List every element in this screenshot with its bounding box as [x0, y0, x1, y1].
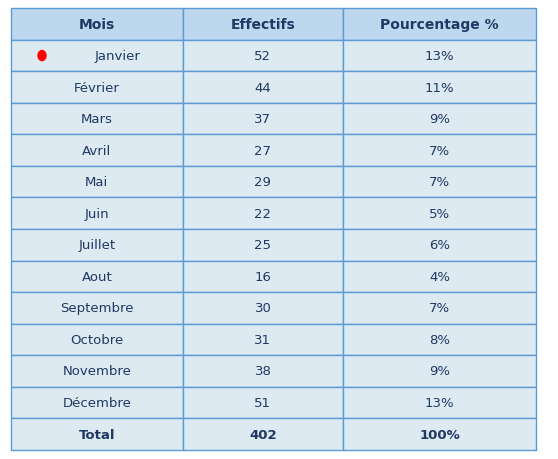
Bar	[11, 9, 182, 41]
Text: 25: 25	[254, 239, 271, 252]
Bar	[343, 72, 536, 104]
Bar	[11, 324, 182, 355]
Text: 100%: 100%	[419, 428, 460, 441]
Bar	[343, 387, 536, 418]
Bar	[182, 72, 343, 104]
Bar	[343, 198, 536, 230]
Text: Aout: Aout	[81, 270, 112, 283]
Bar	[11, 261, 182, 292]
Text: Effectifs: Effectifs	[230, 18, 295, 32]
Text: 6%: 6%	[429, 239, 450, 252]
Text: Décembre: Décembre	[62, 396, 131, 409]
Bar	[343, 104, 536, 135]
Text: Septembre: Septembre	[60, 302, 133, 315]
Bar	[343, 9, 536, 41]
Text: Octobre: Octobre	[70, 333, 123, 346]
Bar	[11, 230, 182, 261]
Text: 7%: 7%	[429, 302, 450, 315]
Text: 44: 44	[254, 81, 271, 95]
Bar	[11, 104, 182, 135]
Bar	[182, 387, 343, 418]
Text: 5%: 5%	[429, 207, 450, 220]
Bar	[182, 198, 343, 230]
Text: Mois: Mois	[79, 18, 115, 32]
Bar	[343, 324, 536, 355]
Bar	[343, 230, 536, 261]
Bar	[182, 292, 343, 324]
Text: 16: 16	[254, 270, 271, 283]
Bar	[343, 41, 536, 72]
Bar	[343, 261, 536, 292]
Text: Mars: Mars	[81, 113, 113, 126]
Text: 29: 29	[254, 176, 271, 189]
Bar	[11, 387, 182, 418]
Bar	[182, 230, 343, 261]
Text: Avril: Avril	[82, 144, 112, 157]
Bar	[11, 292, 182, 324]
Bar	[182, 261, 343, 292]
Text: 31: 31	[254, 333, 271, 346]
Bar	[182, 167, 343, 198]
Text: 37: 37	[254, 113, 271, 126]
Text: 9%: 9%	[429, 364, 450, 378]
Bar	[182, 41, 343, 72]
Text: 51: 51	[254, 396, 271, 409]
Bar	[182, 355, 343, 387]
Bar	[182, 418, 343, 450]
Text: 22: 22	[254, 207, 271, 220]
Text: 30: 30	[254, 302, 271, 315]
Text: 9%: 9%	[429, 113, 450, 126]
Bar	[343, 355, 536, 387]
Bar	[343, 292, 536, 324]
Text: Juin: Juin	[85, 207, 109, 220]
Text: 7%: 7%	[429, 176, 450, 189]
Text: 4%: 4%	[429, 270, 450, 283]
Bar	[182, 104, 343, 135]
Text: Janvier: Janvier	[94, 50, 141, 63]
Bar	[343, 167, 536, 198]
Text: Pourcentage %: Pourcentage %	[381, 18, 499, 32]
Bar	[343, 135, 536, 167]
Text: 38: 38	[254, 364, 271, 378]
Text: Juillet: Juillet	[78, 239, 116, 252]
Bar	[11, 355, 182, 387]
Text: Total: Total	[79, 428, 115, 441]
Text: Novembre: Novembre	[62, 364, 131, 378]
Text: 13%: 13%	[425, 396, 455, 409]
Text: 11%: 11%	[425, 81, 455, 95]
Text: 27: 27	[254, 144, 271, 157]
Bar	[11, 167, 182, 198]
Text: 8%: 8%	[429, 333, 450, 346]
Bar	[11, 72, 182, 104]
Bar	[343, 418, 536, 450]
Text: Mai: Mai	[85, 176, 108, 189]
Bar	[182, 9, 343, 41]
Bar	[11, 198, 182, 230]
Ellipse shape	[38, 51, 46, 62]
Bar	[11, 418, 182, 450]
Bar	[11, 135, 182, 167]
Bar	[182, 324, 343, 355]
Text: 13%: 13%	[425, 50, 455, 63]
Text: 52: 52	[254, 50, 271, 63]
Bar	[11, 41, 182, 72]
Text: 7%: 7%	[429, 144, 450, 157]
Bar	[182, 135, 343, 167]
Text: Février: Février	[74, 81, 120, 95]
Text: 402: 402	[249, 428, 277, 441]
